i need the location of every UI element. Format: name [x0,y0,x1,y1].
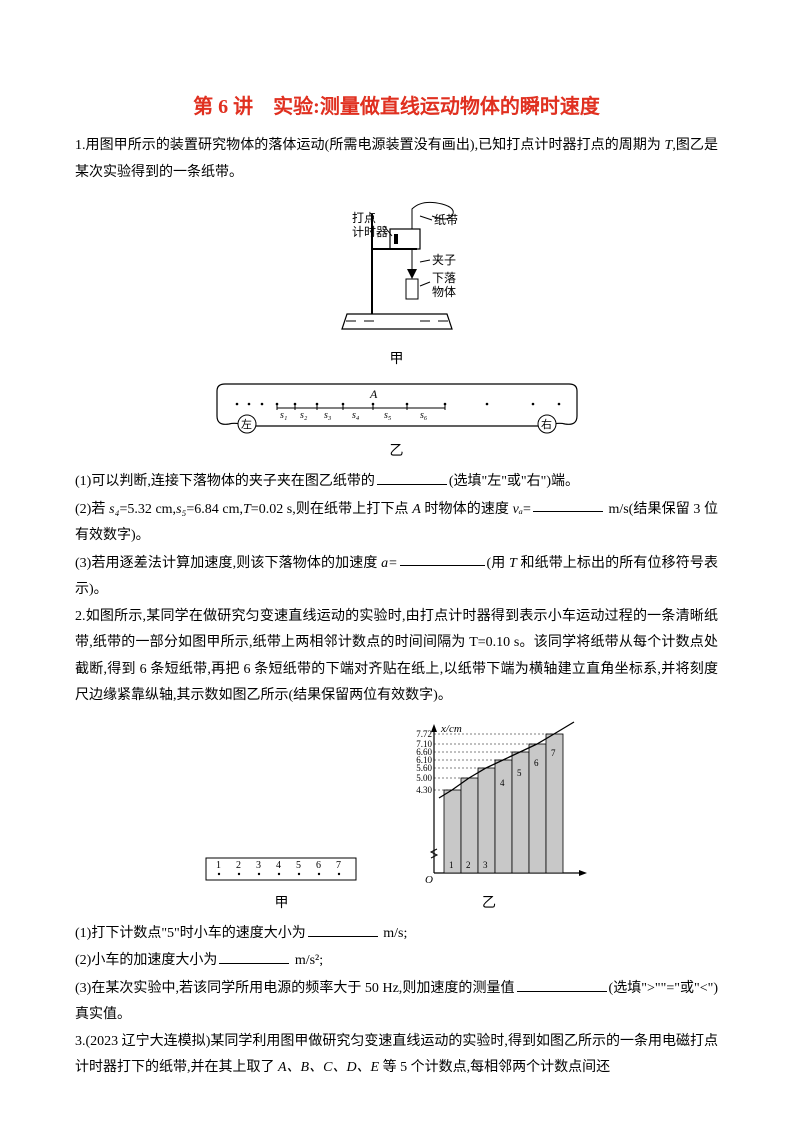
q2-part2: (2)小车的加速度大小为 m/s²; [75,947,718,974]
q1-part3: (3)若用逐差法计算加速度,则该下落物体的加速度 a=(用 T 和纸带上标出的所… [75,550,718,604]
title-text: 第 6 讲 实验:测量做直线运动物体的瞬时速度 [193,96,600,118]
q1-block: 1.用图甲所示的装置研究物体的落体运动(所需电源装置没有画出),已知打点计时器打… [75,133,718,186]
label-timer: 打点 [352,211,376,225]
label-clip: 夹子 [432,253,456,267]
q3-letters: A、B、C、D、E [278,1060,379,1075]
blank-q2-3[interactable] [517,975,607,992]
blank-q1-3[interactable] [400,550,485,567]
q2-bars [444,734,563,873]
svg-text:2: 2 [236,860,241,871]
svg-text:5: 5 [517,768,522,778]
svg-text:7: 7 [336,860,341,871]
tape-dots [235,403,560,406]
q1-apparatus-svg: 打点 计时器 纸带 夹子 下落 物体 [312,194,482,344]
svg-text:7: 7 [551,748,556,758]
sym-va: vₐ [513,501,523,516]
q2-p1-a: (1)打下计数点"5"时小车的速度大小为 [75,926,306,941]
blank-q1-1[interactable] [377,468,447,485]
q1-p2-eq: = [523,501,531,516]
svg-text:3: 3 [483,860,488,870]
q1-part2: (2)若 s₄=5.32 cm,s₅=6.84 cm,T=0.02 s,则在纸带… [75,496,718,550]
q1-p2-a: (2)若 [75,501,109,516]
label-tape: 纸带 [434,213,458,227]
svg-text:4.30: 4.30 [416,785,432,795]
page-title: 第 6 讲 实验:测量做直线运动物体的瞬时速度 [75,90,718,119]
svg-text:s₁: s₁ [280,410,287,421]
svg-text:3: 3 [256,860,261,871]
q1-tape-svg: s₁ s₂ s₃ s₄ s₅ s₆ A 左 右 [207,376,587,436]
q1-p1-a: (1)可以判断,连接下落物体的夹子夹在图乙纸带的 [75,474,375,489]
svg-text:1: 1 [216,860,221,871]
svg-text:5: 5 [296,860,301,871]
origin-label: O [425,874,433,886]
sym-T2: T [509,555,517,570]
svg-text:6: 6 [534,758,539,768]
sym-s5: s₅ [176,501,186,516]
val-s4: =5.32 cm, [119,501,176,516]
q1-caption-yi: 乙 [390,440,404,460]
q2-figures: 1 2 3 4 5 6 7 甲 x/cm O [75,718,718,912]
svg-text:s₅: s₅ [384,410,392,421]
q2-part1: (1)打下计数点"5"时小车的速度大小为 m/s; [75,920,718,947]
left-label: 左 [241,418,252,431]
svg-text:s₃: s₃ [324,410,332,421]
q2-p1-u: m/s; [380,926,408,941]
sym-a: a= [381,555,397,570]
val-s5: =6.84 cm, [186,501,243,516]
svg-text:7.72: 7.72 [416,729,432,739]
q1-caption-jia: 甲 [390,348,404,368]
svg-text:s₆: s₆ [420,410,428,421]
y-tick-labels: 4.30 5.00 5.60 6.10 6.60 7.10 7.72 [416,729,432,795]
label-fall-2: 物体 [432,285,456,299]
sym-s4: s₄ [109,501,119,516]
svg-text:2: 2 [466,860,471,870]
svg-text:5.00: 5.00 [416,773,432,783]
q1-p3-a: (3)若用逐差法计算加速度,则该下落物体的加速度 [75,555,381,570]
svg-text:4: 4 [276,860,281,871]
q2-tape-svg: 1 2 3 4 5 6 7 [204,852,359,888]
q3-b: 等 5 个计数点,每相邻两个计数点间还 [379,1060,610,1075]
q1-p1-b: (选填"左"或"右")端。 [449,474,579,489]
q2-p2-u: m/s²; [291,953,323,968]
blank-q2-1[interactable] [308,920,378,937]
q2-part3: (3)在某次实验中,若该同学所用电源的频率大于 50 Hz,则加速度的测量值(选… [75,975,718,1029]
q2-parts: (1)打下计数点"5"时小车的速度大小为 m/s; (2)小车的加速度大小为 m… [75,920,718,1029]
q1-intro: 1.用图甲所示的装置研究物体的落体运动(所需电源装置没有画出),已知打点计时器打… [75,133,718,186]
svg-text:6: 6 [316,860,321,871]
sym-T: T [243,501,251,516]
q1-figure-yi: s₁ s₂ s₃ s₄ s₅ s₆ A 左 右 乙 [75,376,718,460]
segment-labels: s₁ s₂ s₃ s₄ s₅ s₆ [277,404,445,421]
q2-p2-a: (2)小车的加速度大小为 [75,953,217,968]
q1-p3-b: (用 [487,555,510,570]
q2-intro-text: 2.如图所示,某同学在做研究匀变速直线运动的实验时,由打点计时器得到表示小车运动… [75,609,718,704]
q2-intro: 2.如图所示,某同学在做研究匀变速直线运动的实验时,由打点计时器得到表示小车运动… [75,604,718,710]
q1-intro-1: 1.用图甲所示的装置研究物体的落体运动(所需电源装置没有画出),已知打点计时器打… [75,138,661,153]
q1-figure-jia: 打点 计时器 纸带 夹子 下落 物体 甲 [75,194,718,368]
q2-chart-svg: x/cm O [389,718,589,888]
svg-text:s₄: s₄ [352,410,360,421]
q2-caption-jia: 甲 [275,892,289,912]
q2-p3-a: (3)在某次实验中,若该同学所用电源的频率大于 50 Hz,则加速度的测量值 [75,981,515,996]
svg-text:7.10: 7.10 [416,739,432,749]
blank-q1-2[interactable] [533,496,603,513]
q2-caption-yi: 乙 [482,892,496,912]
point-A: A [369,387,378,401]
label-timer-2: 计时器 [352,225,388,239]
svg-text:s₂: s₂ [300,410,308,421]
sym-A: A [412,501,421,516]
q2-tape-numbers: 1 2 3 4 5 6 7 [216,860,341,875]
svg-text:4: 4 [500,778,505,788]
right-label: 右 [541,417,552,431]
q3-intro: 3.(2023 辽宁大连模拟)某同学利用图甲做研究匀变速直线运动的实验时,得到如… [75,1029,718,1082]
val-T: =0.02 s,则在纸带上打下点 [251,501,412,516]
q1-parts: (1)可以判断,连接下落物体的夹子夹在图乙纸带的 (选填"左"或"右")端。 (2… [75,468,718,603]
svg-text:1: 1 [449,860,454,870]
ylabel: x/cm [440,723,462,735]
label-fall-1: 下落 [432,271,456,285]
q1-part1: (1)可以判断,连接下落物体的夹子夹在图乙纸带的 (选填"左"或"右")端。 [75,468,718,495]
q1-p2-mid: 时物体的速度 [421,501,513,516]
blank-q2-2[interactable] [219,947,289,964]
